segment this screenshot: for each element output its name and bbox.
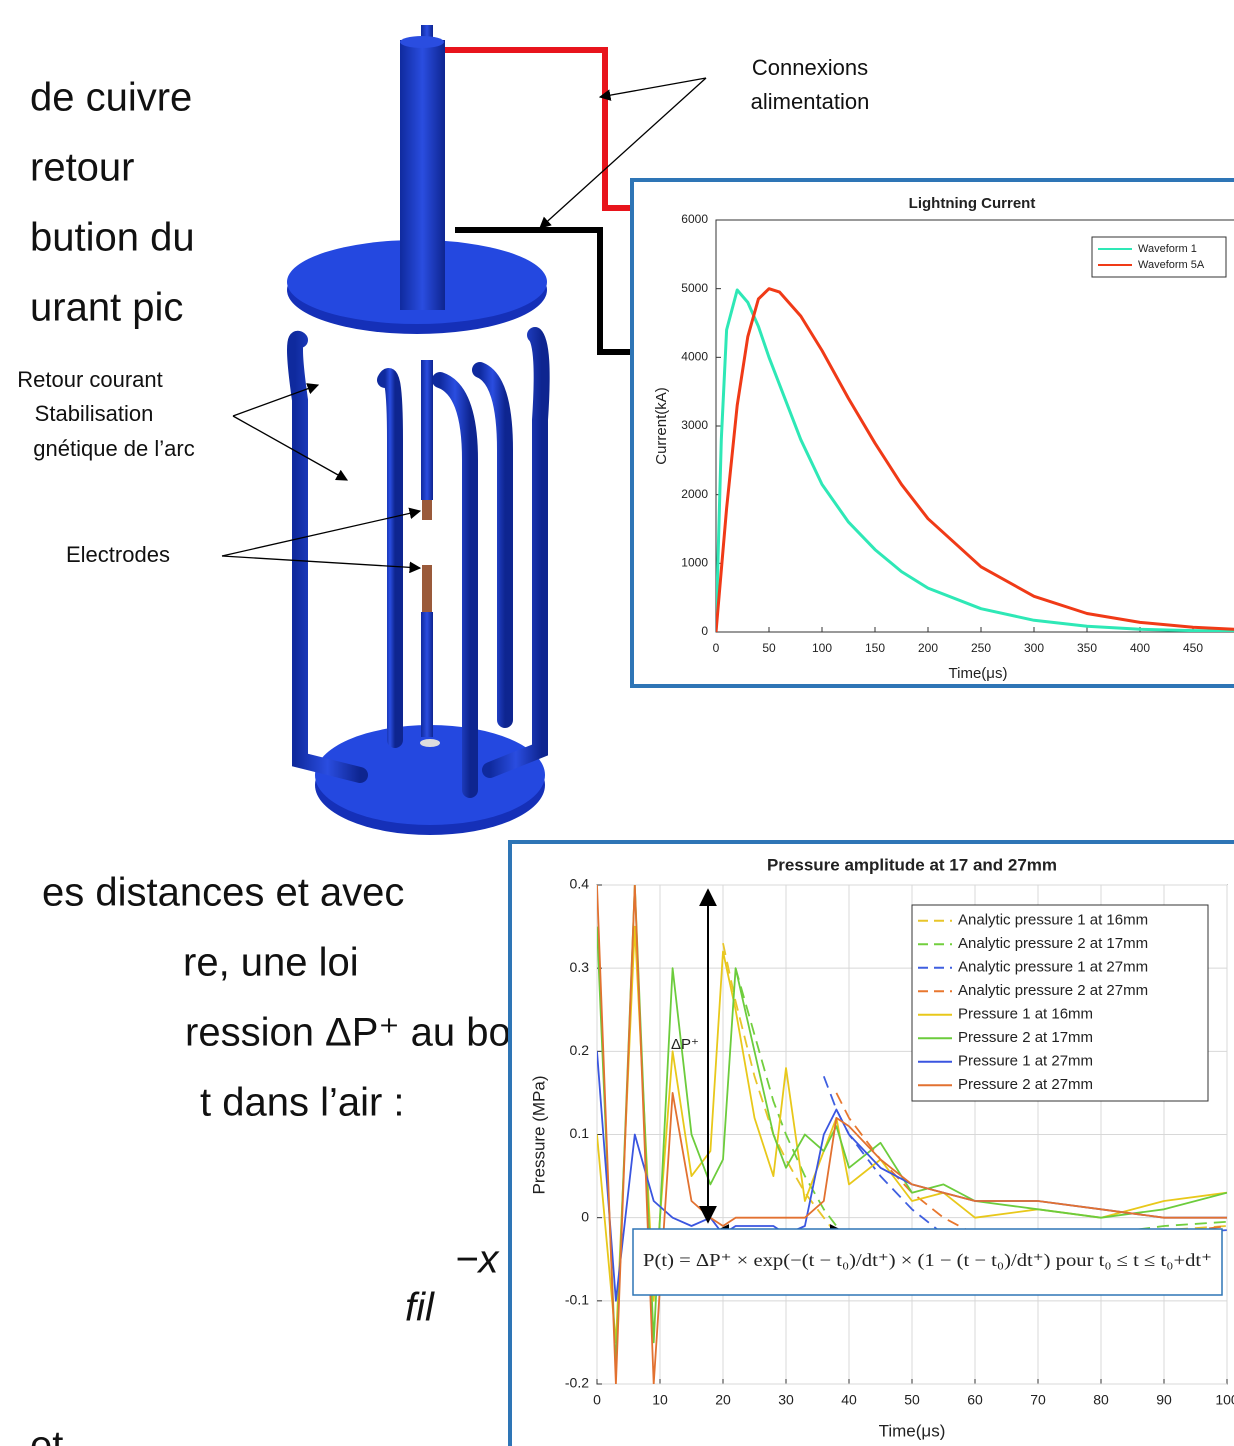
legend-label: Pressure 2 at 17mm [958,1029,1093,1046]
legend-label: Analytic pressure 2 at 27mm [958,982,1148,999]
slide-text: es distances et avec [42,871,404,915]
x-tick-label: 0 [593,1392,601,1408]
x-tick-label: 70 [1030,1392,1046,1408]
y-tick-label: 2000 [681,487,708,501]
label: alimentation [751,89,870,114]
legend-label: Analytic pressure 2 at 17mm [958,935,1148,952]
legend-label: Waveform 1 [1138,243,1197,255]
x-tick-label: 350 [1077,641,1097,655]
slide-text: de cuivre [30,76,192,120]
slide: de cuivre retour bution du urant pic Ret… [0,0,1234,1446]
chart-title: Lightning Current [909,195,1036,212]
chart-title: Pressure amplitude at 17 and 27mm [767,855,1057,874]
y-tick-label: 0.1 [570,1125,590,1141]
slide-text: t dans l’air : [200,1081,405,1125]
x-tick-label: 100 [812,641,832,655]
formula: P(t) = ΔP⁺ × exp(−(t − t₀)/dt⁺) × (1 − (… [643,1250,1212,1271]
y-tick-label: 3000 [681,418,708,432]
formula-base: fil [405,1286,435,1330]
slide-text: et [30,1424,63,1446]
y-tick-label: 4000 [681,350,708,364]
x-tick-label: 10 [652,1392,668,1408]
y-tick-label: 5000 [681,281,708,295]
label: Connexions [752,55,868,80]
legend-label: Waveform 5A [1138,259,1205,271]
slide-text: bution du [30,216,195,260]
legend-label: Pressure 1 at 16mm [958,1006,1093,1023]
x-tick-label: 80 [1093,1392,1109,1408]
x-tick-label: 60 [967,1392,983,1408]
x-axis-label: Time(μs) [879,1421,946,1440]
slide-text: re, une loi [183,941,359,985]
x-tick-label: 50 [904,1392,920,1408]
x-tick-label: 90 [1156,1392,1172,1408]
x-tick-label: 400 [1130,641,1150,655]
annotation: ΔP⁺ [671,1036,699,1053]
apparatus [287,25,632,835]
y-tick-label: -0.1 [565,1292,589,1308]
x-tick-label: 200 [918,641,938,655]
y-tick-label: 6000 [681,212,708,226]
slide-text: retour [30,146,135,190]
y-tick-label: 0.2 [570,1042,590,1058]
y-axis-label: Pressure (MPa) [529,1075,548,1194]
x-axis-label: Time(μs) [949,665,1008,682]
x-tick-label: 20 [715,1392,731,1408]
x-tick-label: 30 [778,1392,794,1408]
y-tick-label: 1000 [681,556,708,570]
y-axis-label: Current(kA) [653,387,670,465]
x-tick-label: 150 [865,641,885,655]
label: gnétique de l’arc [33,436,194,461]
x-tick-label: 50 [762,641,776,655]
formula-exponent: −x [455,1238,500,1282]
slide-text: ression ΔP⁺ au bord [185,1011,546,1055]
label: Retour courant [17,367,163,392]
y-tick-label: 0 [701,624,708,638]
y-tick-label: 0 [581,1208,589,1224]
y-tick-label: 0.3 [570,959,590,975]
x-tick-label: 0 [713,641,720,655]
x-tick-label: 250 [971,641,991,655]
y-tick-label: 0.4 [570,876,590,892]
x-tick-label: 40 [841,1392,857,1408]
label: Electrodes [66,542,170,567]
legend-label: Pressure 1 at 27mm [958,1053,1093,1070]
label: Stabilisation [35,401,154,426]
slide-text: urant pic [30,286,183,330]
x-tick-label: 100 [1215,1392,1234,1408]
chart: Pressure amplitude at 17 and 27mm Time(μs… [529,855,1234,1440]
x-tick-label: 300 [1024,641,1044,655]
plot-area [716,220,1234,632]
legend-label: Analytic pressure 1 at 16mm [958,912,1148,929]
x-tick-label: 450 [1183,641,1203,655]
chart: Lightning Current Time(μs) Current(kA) 0 50 1… [653,195,1234,682]
y-tick-label: -0.2 [565,1375,589,1391]
legend-label: Pressure 2 at 27mm [958,1076,1093,1093]
legend-label: Analytic pressure 1 at 27mm [958,959,1148,976]
